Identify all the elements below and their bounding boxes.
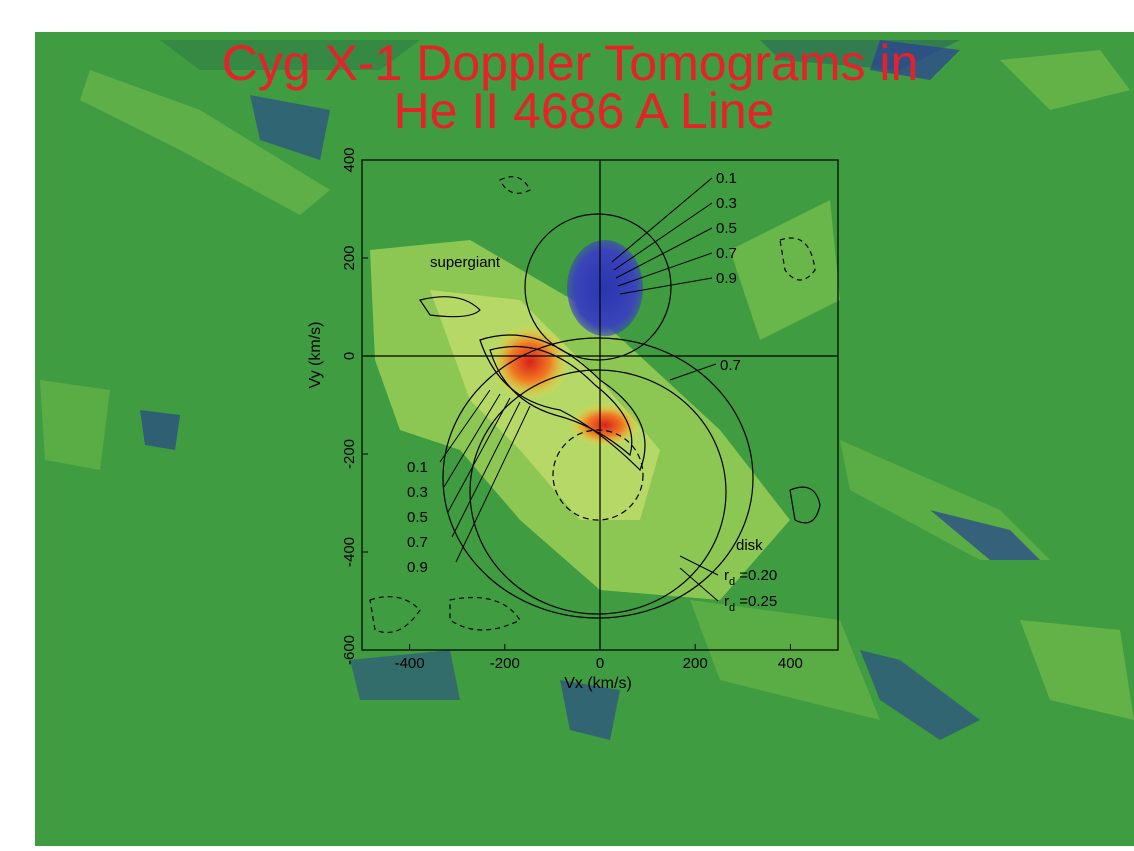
y-tick-label: -600: [341, 635, 358, 665]
level-label: 0.7: [720, 357, 741, 374]
x-tick-label: -400: [395, 655, 425, 672]
title-line: He II 4686 A Line: [394, 83, 775, 139]
y-axis-title: Vy (km/s): [307, 322, 324, 389]
y-tick-label: 200: [341, 245, 358, 270]
level-label: 0.9: [716, 270, 737, 287]
level-label: 0.9: [407, 559, 428, 576]
level-label: 0.5: [407, 509, 428, 526]
y-tick-label: 0: [341, 352, 358, 360]
x-tick-label: 200: [683, 655, 708, 672]
level-label: 0.7: [407, 534, 428, 551]
y-tick-label: 400: [341, 147, 358, 172]
level-label: 0.7: [716, 245, 737, 262]
x-tick-label: 400: [778, 655, 803, 672]
page: Cyg X-1 Doppler Tomograms in He II 4686 …: [0, 0, 1134, 846]
level-label: 0.3: [716, 195, 737, 212]
level-label: 0.1: [716, 170, 737, 187]
y-tick-label: -200: [341, 439, 358, 469]
radius-value: =0.20: [735, 567, 777, 584]
annotation: disk: [736, 537, 763, 554]
radius-value: =0.25: [735, 593, 777, 610]
y-tick-label: -400: [341, 537, 358, 567]
level-label: 0.3: [407, 484, 428, 501]
level-label: 0.5: [716, 220, 737, 237]
x-tick-label: -200: [490, 655, 520, 672]
annotation: supergiant: [430, 254, 501, 271]
x-axis-title: Vx (km/s): [564, 675, 632, 692]
level-label: 0.1: [407, 459, 428, 476]
x-tick-label: 0: [596, 655, 604, 672]
